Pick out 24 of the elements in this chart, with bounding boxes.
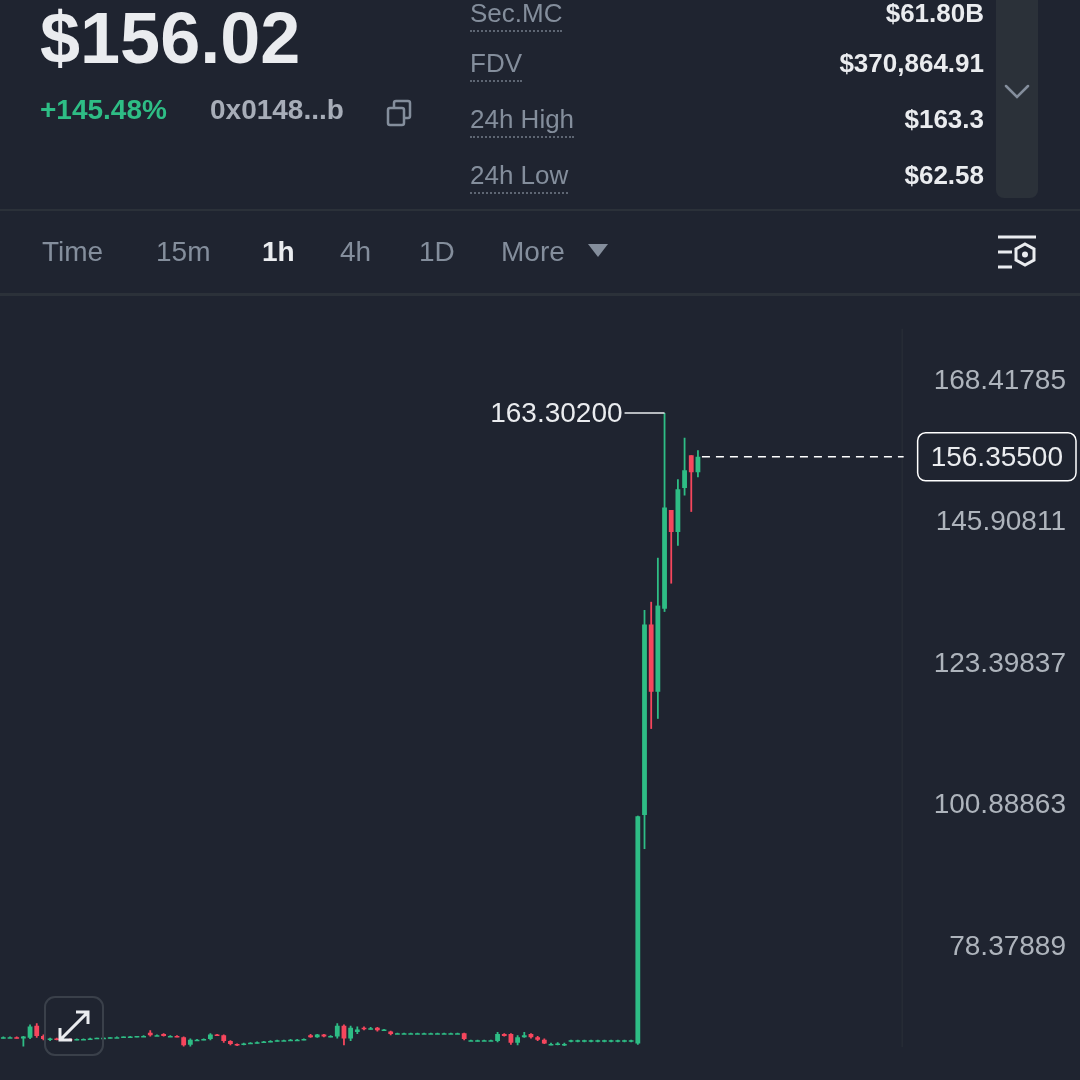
text: Time <box>42 236 104 267</box>
ref-line-label: 156.35500 <box>930 440 1063 472</box>
text: $163.3 <box>904 104 984 134</box>
text: 4h <box>340 236 372 267</box>
y-tick-label: 100.88863 <box>933 788 1066 820</box>
text: 1D <box>419 236 455 267</box>
text: More <box>501 236 565 267</box>
text: 15m <box>156 236 211 267</box>
text: Sec.MC <box>470 0 563 32</box>
annotation: 163.30200 <box>490 396 623 428</box>
text: $370,864.91 <box>839 48 984 78</box>
text: +145.48% <box>40 94 167 125</box>
y-tick-label: 78.37889 <box>949 930 1066 962</box>
y-tick-label: 123.39837 <box>933 646 1066 678</box>
text: FDV <box>470 48 522 82</box>
text: 0x0148...b <box>210 94 344 125</box>
y-tick-label: 145.90811 <box>935 505 1066 537</box>
chart-title: $156.02 <box>40 0 301 78</box>
text: 24h High <box>470 104 575 138</box>
text: $62.58 <box>904 160 984 190</box>
y-tick-label: 168.41785 <box>933 363 1066 395</box>
text: $61.80B <box>885 0 984 28</box>
text: 24h Low <box>470 160 569 194</box>
text: 1h <box>262 236 295 267</box>
